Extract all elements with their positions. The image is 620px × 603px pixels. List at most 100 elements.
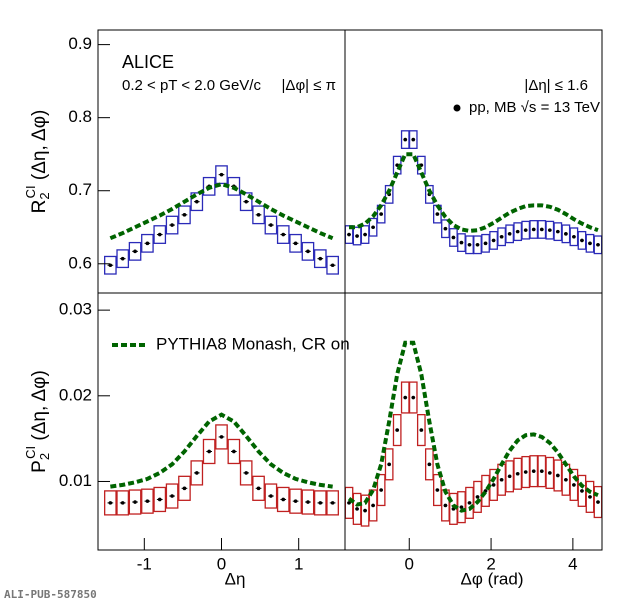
- data-point: [355, 507, 359, 511]
- error-box: [264, 215, 278, 235]
- error-box: [264, 483, 278, 509]
- data-point: [596, 500, 600, 504]
- data-point: [145, 241, 150, 246]
- data-point: [580, 238, 584, 243]
- error-box: [190, 192, 204, 212]
- legend-marker: [453, 104, 461, 112]
- data-point: [539, 469, 544, 473]
- data-point: [379, 212, 383, 216]
- data-point: [347, 501, 351, 505]
- error-box: [202, 176, 216, 196]
- error-box: [368, 217, 378, 237]
- error-box: [252, 475, 265, 501]
- data-point: [108, 501, 113, 505]
- data-point: [347, 232, 351, 237]
- data-point: [451, 235, 456, 240]
- x-tick-label: -1: [137, 554, 152, 573]
- error-box: [165, 483, 179, 509]
- data-point: [318, 256, 323, 261]
- data-point: [355, 234, 359, 238]
- y-tick-label: 0.01: [59, 471, 92, 490]
- model-curve: [110, 412, 333, 489]
- error-box: [141, 233, 154, 253]
- y-tick-label: 0.7: [68, 180, 92, 199]
- error-box: [141, 488, 154, 514]
- annotation: ALICE: [122, 52, 174, 72]
- error-box: [104, 255, 117, 275]
- y-label-main: P: [29, 460, 50, 473]
- data-point: [588, 241, 592, 246]
- data-point: [531, 227, 536, 232]
- error-box: [384, 448, 394, 481]
- data-point: [133, 249, 137, 254]
- error-box: [289, 233, 302, 253]
- data-point: [293, 241, 298, 246]
- data-point: [371, 225, 375, 230]
- data-point: [293, 499, 298, 503]
- error-box: [128, 241, 142, 261]
- x-tick-label: 0: [405, 554, 414, 573]
- data-point: [411, 137, 416, 142]
- error-box: [326, 490, 339, 516]
- data-point: [145, 499, 150, 503]
- data-point: [182, 486, 187, 491]
- error-box: [313, 249, 327, 269]
- y-label-sup: CI: [23, 185, 38, 198]
- error-box: [239, 192, 253, 212]
- data-point: [306, 249, 310, 254]
- data-point: [395, 428, 399, 432]
- data-point: [459, 240, 464, 245]
- x-axis-label: Δφ (rad): [461, 569, 524, 588]
- error-box: [227, 438, 241, 465]
- plot-area: [104, 412, 339, 516]
- y-tick-label: 0.8: [68, 107, 92, 126]
- data-point: [195, 471, 199, 475]
- error-box: [178, 475, 191, 501]
- x-tick-label: 0: [217, 554, 226, 573]
- error-box: [289, 488, 302, 514]
- error-box: [215, 424, 228, 450]
- error-box: [408, 130, 418, 149]
- data-point: [507, 232, 512, 236]
- error-box: [276, 225, 290, 244]
- model-curve: [349, 152, 599, 233]
- data-point: [157, 232, 162, 237]
- data-point: [330, 263, 335, 268]
- data-point: [170, 223, 174, 227]
- data-point: [108, 263, 113, 268]
- data-point: [475, 495, 480, 499]
- y-label-sup: CI: [23, 446, 38, 459]
- data-point: [403, 137, 408, 142]
- data-point: [467, 242, 472, 247]
- error-box: [416, 413, 426, 447]
- error-box: [190, 460, 204, 486]
- annotation: |Δη| ≤ 1.6: [524, 77, 588, 94]
- error-box: [239, 460, 253, 486]
- data-point: [120, 256, 125, 261]
- error-box: [301, 489, 315, 515]
- panel-frame: [344, 292, 603, 551]
- x-tick-label: 4: [568, 554, 577, 573]
- data-point: [548, 471, 552, 475]
- y-label-sub: 2: [37, 192, 52, 199]
- footer: ALI-PUB-587850: [4, 588, 97, 601]
- data-point: [435, 212, 440, 216]
- model-curve: [109, 182, 334, 241]
- x-tick-label: 2: [486, 554, 495, 573]
- data-point: [281, 497, 286, 502]
- y-tick-label: 0.6: [68, 253, 92, 272]
- plot-area: [345, 340, 602, 527]
- plot-area: [104, 165, 339, 275]
- error-box: [165, 215, 179, 235]
- annotation: 0.2 < pT < 2.0 GeV/c: [122, 77, 261, 94]
- error-box: [215, 165, 228, 185]
- error-box: [202, 438, 216, 465]
- data-point: [419, 428, 424, 432]
- data-point: [244, 199, 248, 204]
- error-box: [252, 205, 265, 225]
- error-box: [153, 225, 167, 244]
- data-point: [491, 238, 496, 243]
- y-tick-label: 0.03: [59, 300, 92, 319]
- error-box: [128, 489, 142, 515]
